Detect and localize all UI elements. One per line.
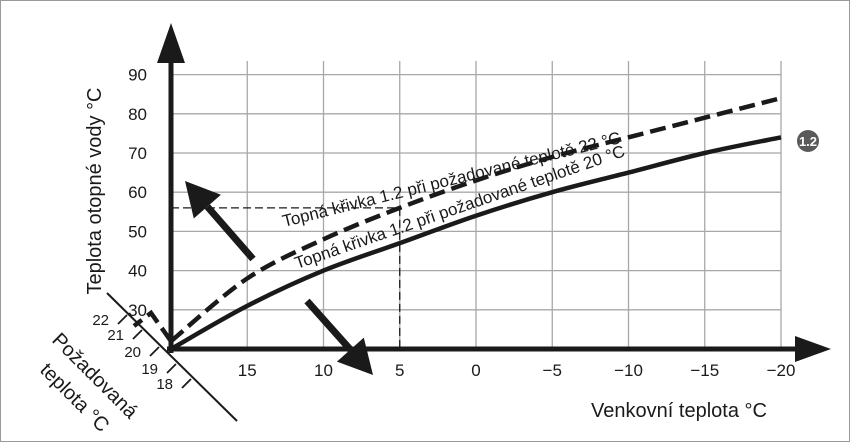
arrow-up-left-shaft: [204, 204, 256, 262]
badge-label: 1.2: [799, 134, 817, 149]
setpoint-tick-2: [149, 346, 160, 357]
shift-arrows: [185, 181, 373, 375]
grid: [171, 61, 782, 349]
setpoint-tick-label-4: 18: [156, 376, 173, 393]
curve-20c-solid: [169, 135, 782, 351]
setpoint-tick-label-0: 22: [92, 312, 109, 329]
arrow-down-right-head: [336, 337, 373, 375]
x-tick-label-7: −20: [767, 361, 796, 380]
y-tick-label-0: 30: [128, 301, 147, 320]
x-tick-label-5: −10: [614, 361, 643, 380]
y-tick-label-6: 90: [128, 66, 147, 85]
badge-circle: [797, 130, 819, 152]
x-tick-label-1: 10: [314, 361, 333, 380]
arrow-up-left: [185, 181, 256, 262]
x-tick-label-4: −5: [543, 361, 562, 380]
setpoint-tick-label-1: 21: [107, 327, 124, 344]
x-tick-label-3: 0: [471, 361, 480, 380]
arrow-down-right-shaft: [304, 298, 353, 352]
x-tick-label-0: 15: [238, 361, 257, 380]
y-tick-label-4: 70: [128, 144, 147, 163]
axes: 15 10 5 0 −5 −10 −15 −2030405060708090Venkovní …: [84, 23, 831, 422]
arrow-up-left-head: [185, 181, 221, 219]
x-tick-label-6: −15: [690, 361, 719, 380]
x-tick-label-2: 5: [395, 361, 404, 380]
setpoint-tick-1: [132, 329, 143, 340]
curves: [169, 95, 782, 351]
setpoint-tick-4: [181, 378, 192, 389]
text-labels: Topná křivka 1.2 při požadované teplotě …: [280, 128, 819, 273]
y-axis-arrowhead: [157, 23, 185, 63]
curve-22c-dashed: [169, 95, 782, 343]
y-axis-title: Teplota otopné vody °C: [84, 87, 106, 294]
setpoint-tick-label-2: 20: [124, 344, 141, 361]
y-tick-label-5: 80: [128, 105, 147, 124]
x-axis-arrowhead: [795, 336, 831, 362]
curve-22c-extension: [132, 309, 173, 343]
y-tick-label-1: 40: [128, 262, 147, 281]
setpoint-axis-line: [106, 292, 238, 422]
y-tick-label-3: 60: [128, 183, 147, 202]
setpoint-tick-0: [117, 314, 128, 325]
y-tick-label-2: 50: [128, 222, 147, 241]
arrow-down-right: [304, 298, 373, 375]
setpoint-tick-label-3: 19: [141, 361, 158, 378]
setpoint-tick-3: [166, 363, 177, 374]
x-axis-title: Venkovní teplota °C: [591, 400, 767, 422]
